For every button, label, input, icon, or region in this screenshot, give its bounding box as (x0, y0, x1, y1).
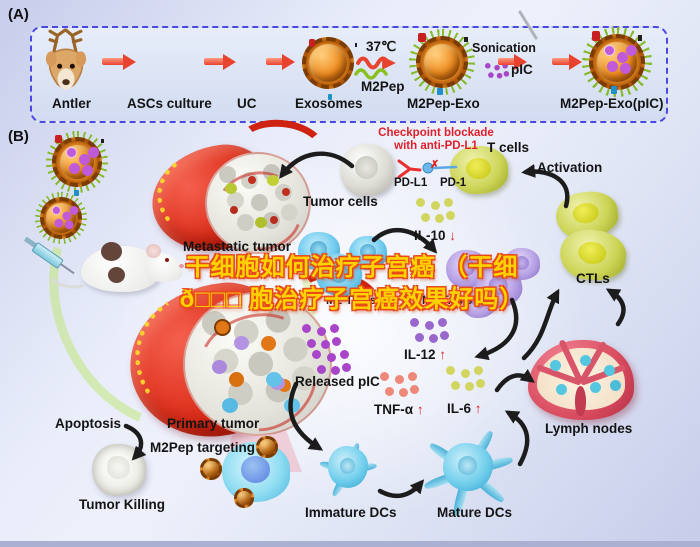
mature-dc-cell (423, 424, 514, 517)
watermark-text: 干细胞如何治疗子宫癌 （干细 ð□□□ 胞治疗子宫癌效果好吗） (172, 252, 532, 316)
tnf-up-arrow: ↑ (416, 402, 424, 417)
deer-antler-icon (45, 28, 87, 90)
released-pic-label: Released pIC (295, 374, 380, 389)
il6-label: IL-6 ↑ (447, 401, 482, 416)
checkpoint-line2: with anti-PD-L1 (394, 140, 478, 152)
il12-up-arrow: ↑ (439, 347, 447, 362)
tumor-bearing-mouse (44, 236, 187, 300)
m2-tams-label: M2-TAMs (326, 295, 377, 307)
lymph-nodes-organ (528, 339, 634, 420)
targeting-exosome-1 (256, 436, 278, 458)
tumor-killing-label: Tumor Killing (79, 497, 165, 512)
step-label-antler: Antler (52, 96, 92, 111)
tnf-text: TNF-α (374, 402, 414, 417)
targeting-exosome-3 (234, 488, 254, 508)
tnf-label: TNF-α ↑ (374, 402, 424, 417)
sonication-label: Sonication (472, 41, 536, 55)
pic-molecules-icon (485, 63, 491, 69)
blocked-x-icon: ✗ (430, 159, 440, 171)
arrow-ascs-to-uc (204, 53, 236, 70)
ctls-label: CTLs (576, 271, 610, 286)
pd-l1-label: PD-L1 (394, 177, 428, 189)
primary-tumor-label: Primary tumor (167, 416, 260, 431)
immature-dc-cell (312, 430, 384, 504)
watermark-line1: 干细胞如何治疗子宫癌 （干细 (185, 254, 519, 281)
il10-text: IL-10 (414, 228, 446, 243)
metastatic-tumor-label: Metastatic tumor (183, 239, 292, 254)
il12-text: IL-12 (404, 347, 436, 362)
tnf-molecules-icon (380, 372, 389, 381)
arrow-uc-to-exosomes (266, 53, 295, 70)
immature-dcs-label: Immature DCs (305, 505, 397, 520)
apoptosis-label: Apoptosis (55, 416, 121, 431)
il10-molecules-icon (416, 198, 425, 207)
il12-label: IL-12 ↑ (404, 347, 446, 362)
il6-text: IL-6 (447, 401, 472, 416)
temperature-label: 37℃ (366, 39, 397, 54)
injected-exosome-icon-1 (46, 131, 108, 193)
arrow-sonication-to-final (552, 53, 582, 70)
panel-a-tag: (A) (8, 6, 29, 23)
injected-exosome-icon-2 (35, 192, 87, 244)
t-cells-label: T cells (487, 140, 530, 155)
lymph-nodes-label: Lymph nodes (545, 421, 633, 436)
released-pic-molecules-1 (302, 324, 311, 333)
step-label-exosomes: Exosomes (295, 96, 363, 111)
mature-dcs-label: Mature DCs (437, 505, 513, 520)
step-label-m2pep-exo-pic: M2Pep-Exo(pIC) (560, 96, 664, 111)
il6-molecules-icon (446, 366, 455, 375)
panel-b-tag: (B) (8, 128, 29, 145)
targeting-exosome-2 (200, 458, 222, 480)
il12-molecules-icon (410, 318, 419, 327)
arrow-antler-to-ascs (102, 53, 136, 70)
il10-label: IL-10 ↓ (414, 228, 456, 243)
checkpoint-blockade-label: Checkpoint blockade with anti-PD-L1 (366, 127, 506, 153)
activation-label: Activation (537, 160, 603, 175)
m1-tam-cell-3 (504, 248, 540, 280)
pd-1-label: PD-1 (440, 177, 467, 189)
m2pep-targeted-cell (222, 442, 290, 502)
step-label-m2pep-exo: M2Pep-Exo (407, 96, 480, 111)
m2pep-exo-pic-icon (582, 27, 652, 97)
step-label-uc: UC (237, 96, 257, 111)
m2pep-targeting-label: M2Pep targeting (150, 440, 256, 455)
released-pic-molecules-2 (312, 350, 321, 359)
m1-tams-label: M1-TAMs (422, 295, 473, 307)
il10-down-arrow: ↓ (449, 228, 457, 243)
checkpoint-line1: Checkpoint blockade (378, 127, 494, 139)
il6-up-arrow: ↑ (474, 401, 482, 416)
arrow-m2pepexo-to-sonication (498, 53, 527, 70)
t-cell (450, 146, 508, 194)
tumor-cells-label: Tumor cells (303, 194, 378, 209)
dying-tumor-cell (92, 444, 146, 496)
pic-label: pIC (511, 62, 533, 77)
m2pep-label: M2Pep (361, 79, 405, 94)
watermark-line2: ð□□□ 胞治疗子宫癌效果好吗） (179, 286, 525, 313)
m2pep-exo-icon (409, 29, 475, 95)
exosome-icon (301, 36, 355, 90)
arrow-lymph-to-ctls (605, 288, 626, 327)
step-label-ascs: ASCs culture (127, 96, 212, 111)
